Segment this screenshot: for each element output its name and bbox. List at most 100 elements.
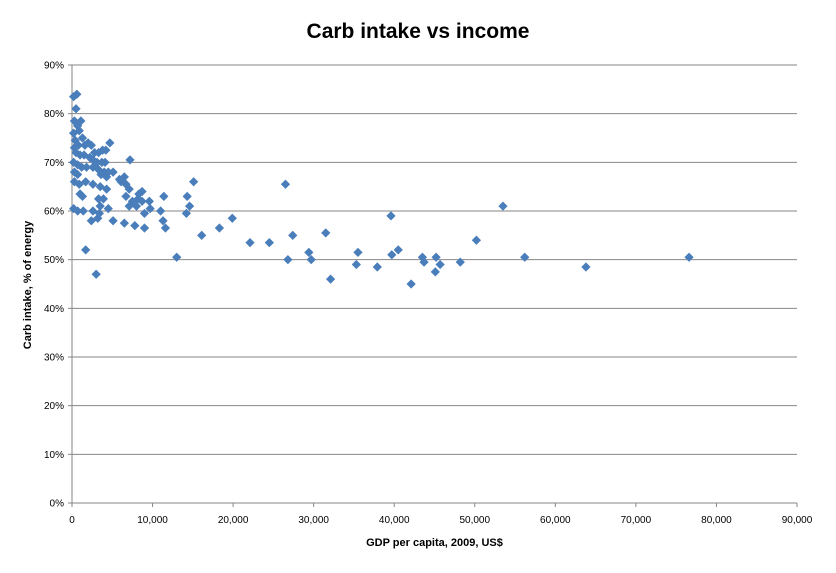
x-tick-label: 60,000 bbox=[540, 515, 571, 526]
data-point bbox=[81, 177, 91, 187]
y-tick-label: 40% bbox=[44, 304, 64, 315]
data-point bbox=[125, 155, 135, 165]
data-point bbox=[581, 262, 591, 272]
data-point bbox=[386, 211, 396, 221]
data-point bbox=[172, 252, 182, 262]
data-point bbox=[430, 267, 440, 277]
data-point bbox=[68, 203, 79, 214]
data-point bbox=[98, 194, 109, 204]
data-point bbox=[73, 140, 84, 150]
x-tick-label: 50,000 bbox=[459, 515, 490, 526]
data-point bbox=[133, 194, 143, 204]
data-point bbox=[81, 245, 91, 255]
y-tick-label: 50% bbox=[44, 255, 64, 266]
data-point bbox=[81, 162, 92, 172]
gridlines bbox=[72, 64, 797, 455]
x-tick-labels: 0 10,000 20,000 30,000 40,000 50,000 60,000 70,… bbox=[69, 515, 813, 526]
data-point bbox=[77, 133, 88, 143]
data-point bbox=[73, 160, 83, 170]
data-point bbox=[103, 203, 113, 214]
data-point bbox=[91, 269, 101, 279]
y-tick-label: 30% bbox=[44, 353, 64, 364]
data-point bbox=[116, 177, 126, 187]
data-point bbox=[93, 213, 103, 223]
x-tick-label: 0 bbox=[69, 515, 75, 526]
data-point bbox=[88, 206, 98, 216]
data-point bbox=[145, 203, 155, 214]
data-point bbox=[95, 182, 105, 192]
x-tick-label: 30,000 bbox=[298, 515, 329, 526]
data-point bbox=[435, 259, 445, 270]
x-tick-label: 80,000 bbox=[701, 515, 732, 526]
data-point bbox=[86, 216, 96, 226]
data-point bbox=[393, 245, 403, 255]
data-point bbox=[181, 208, 192, 219]
data-point bbox=[189, 177, 199, 187]
data-point bbox=[137, 196, 147, 206]
x-tick-label: 70,000 bbox=[621, 515, 652, 526]
data-point bbox=[197, 230, 207, 240]
axes bbox=[68, 64, 798, 507]
data-point bbox=[184, 201, 195, 211]
data-point bbox=[78, 206, 88, 216]
data-point bbox=[325, 274, 336, 284]
data-point bbox=[264, 238, 274, 248]
data-point bbox=[372, 262, 382, 272]
y-tick-label: 70% bbox=[44, 158, 64, 169]
data-point bbox=[304, 247, 314, 257]
x-tick-label: 10,000 bbox=[137, 515, 168, 526]
data-point bbox=[321, 228, 331, 238]
data-point bbox=[88, 179, 98, 189]
chart-title: Carb intake vs income bbox=[306, 20, 530, 43]
data-point bbox=[73, 169, 83, 180]
data-point bbox=[86, 140, 96, 150]
data-point bbox=[155, 206, 166, 216]
x-tick-label: 20,000 bbox=[218, 515, 249, 526]
data-point bbox=[419, 257, 429, 267]
data-point bbox=[406, 279, 416, 289]
data-point bbox=[71, 147, 81, 158]
data-point bbox=[72, 89, 82, 99]
data-point bbox=[102, 172, 112, 182]
data-points bbox=[68, 89, 694, 289]
x-tick-label: 90,000 bbox=[782, 515, 813, 526]
y-tick-label: 80% bbox=[44, 109, 64, 120]
data-point bbox=[351, 259, 361, 270]
data-point bbox=[160, 223, 171, 233]
y-tick-labels: 0% 10% 20% 30% 40% 50% 60% 70% 80% 90% bbox=[44, 61, 64, 510]
data-point bbox=[130, 220, 140, 231]
data-point bbox=[108, 167, 118, 177]
x-tick-label: 40,000 bbox=[379, 515, 410, 526]
data-point bbox=[131, 201, 142, 211]
y-tick-label: 0% bbox=[50, 499, 65, 510]
data-point bbox=[137, 186, 147, 197]
data-point bbox=[498, 201, 508, 211]
data-point bbox=[144, 196, 154, 206]
data-point bbox=[280, 179, 291, 189]
data-point bbox=[283, 255, 293, 265]
data-point bbox=[520, 252, 530, 262]
data-point bbox=[74, 126, 84, 136]
data-point bbox=[96, 169, 106, 180]
data-point bbox=[182, 191, 192, 202]
data-point bbox=[95, 201, 105, 211]
y-tick-label: 60% bbox=[44, 207, 64, 218]
data-point bbox=[71, 104, 81, 114]
data-point bbox=[431, 252, 441, 262]
data-point bbox=[108, 216, 118, 226]
data-point bbox=[101, 145, 111, 155]
data-point bbox=[387, 250, 397, 260]
data-point bbox=[74, 179, 84, 189]
data-point bbox=[69, 177, 80, 187]
data-point bbox=[455, 257, 465, 267]
data-point bbox=[105, 138, 115, 148]
data-point bbox=[353, 247, 363, 257]
data-point bbox=[121, 191, 131, 202]
data-point bbox=[124, 184, 134, 194]
y-tick-label: 90% bbox=[44, 61, 64, 72]
data-point bbox=[471, 235, 482, 245]
y-tick-label: 20% bbox=[44, 401, 64, 412]
data-point bbox=[227, 213, 237, 223]
